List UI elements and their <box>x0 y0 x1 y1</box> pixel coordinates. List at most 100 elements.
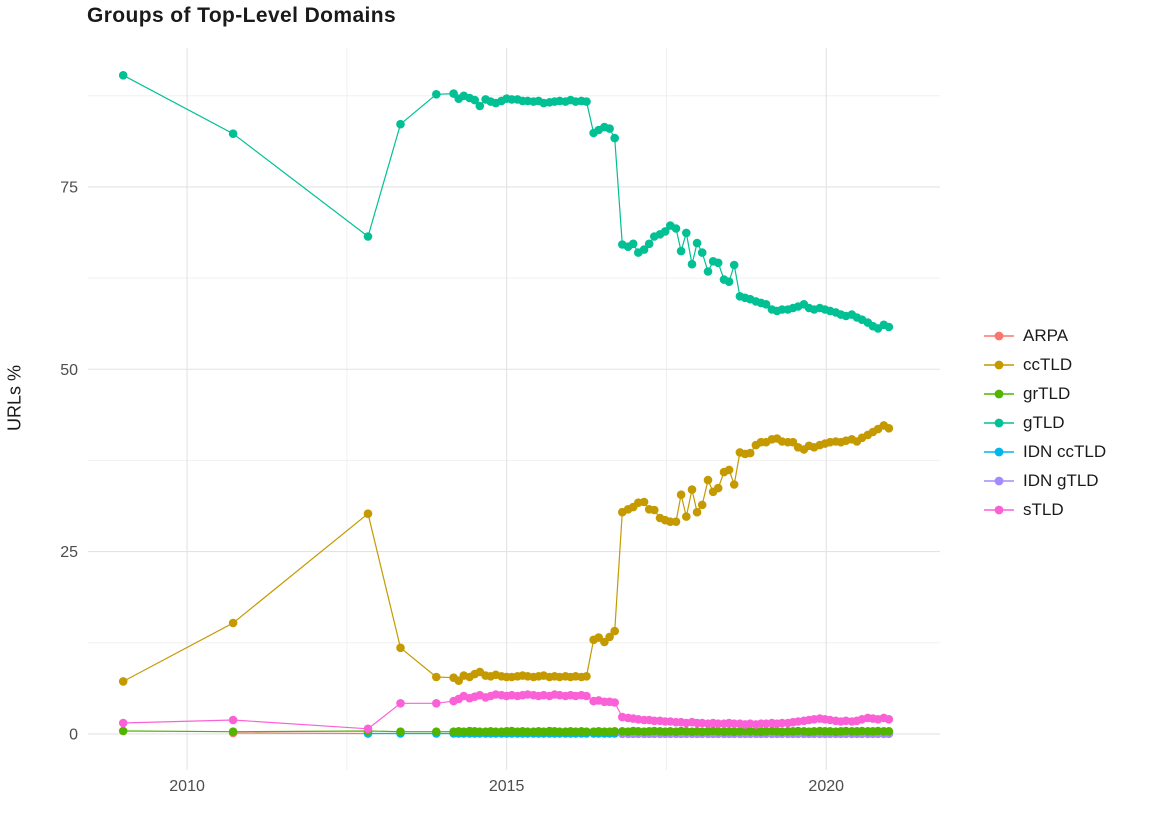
data-point-cctld <box>692 507 702 517</box>
data-point-cctld <box>687 485 697 494</box>
data-point-gtld <box>676 246 686 256</box>
data-point-gtld <box>671 224 681 233</box>
data-point-gtld <box>432 90 441 99</box>
y-tick-label: 75 <box>60 179 78 196</box>
data-point-grtld <box>432 727 441 736</box>
y-tick-label: 50 <box>60 362 78 379</box>
legend-item-grtld: grTLD <box>984 379 1106 408</box>
data-point-cctld <box>884 424 894 433</box>
legend-key-icon <box>984 360 1014 369</box>
series-gtld <box>118 71 894 333</box>
data-point-gtld <box>682 228 691 238</box>
legend-item-cctld: ccTLD <box>984 350 1106 379</box>
data-point-gtld <box>884 322 894 332</box>
series-stld <box>118 690 894 734</box>
data-point-grtld <box>118 726 128 736</box>
legend-label: ccTLD <box>1023 354 1073 374</box>
y-tick-labels: 0 25 50 75 <box>60 179 78 743</box>
data-point-stld <box>432 699 441 708</box>
data-point-cctld <box>228 618 238 628</box>
data-point-cctld <box>729 480 739 489</box>
data-point-gtld <box>639 245 649 254</box>
data-point-cctld <box>639 497 649 507</box>
data-point-gtld <box>660 227 670 236</box>
data-point-gtld <box>228 129 238 138</box>
data-point-gtld <box>687 259 697 269</box>
y-axis-title: URLs % <box>4 364 25 432</box>
data-point-stld <box>884 715 894 724</box>
legend-key-icon <box>984 447 1014 456</box>
series-grtld <box>118 726 894 736</box>
data-point-cctld <box>724 465 734 475</box>
data-point-cctld <box>363 509 373 518</box>
data-point-gtld <box>724 277 734 287</box>
legend-label: gTLD <box>1023 412 1065 432</box>
data-point-gtld <box>692 238 702 248</box>
data-point-cctld <box>650 505 659 515</box>
data-point-cctld <box>605 632 614 642</box>
legend-key-icon <box>984 418 1014 427</box>
legend: ARPA ccTLD grTLD gTLD IDN ccTLD IDN gTLD sTLD <box>984 321 1106 524</box>
data-point-gtld <box>644 239 654 249</box>
legend-item-gtld: gTLD <box>984 408 1106 437</box>
legend-label: ARPA <box>1023 325 1069 345</box>
data-point-gtld <box>697 248 707 257</box>
data-point-cctld <box>432 672 441 682</box>
data-point-gtld <box>475 101 485 111</box>
data-point-cctld <box>118 677 128 686</box>
legend-label: sTLD <box>1023 499 1064 519</box>
y-tick-label: 25 <box>60 544 78 561</box>
data-point-gtld <box>628 239 638 249</box>
data-point-gtld <box>729 260 739 270</box>
x-tick-label: 2020 <box>808 778 844 795</box>
data-point-grtld <box>582 727 591 736</box>
data-point-grtld <box>228 727 238 736</box>
data-point-gtld <box>470 95 480 105</box>
x-tick-labels: 2010 2015 2020 <box>169 778 844 795</box>
data-point-cctld <box>745 448 755 458</box>
data-point-stld <box>610 698 619 707</box>
data-point-gtld <box>605 124 614 133</box>
gridlines-major <box>88 48 940 770</box>
gridlines-minor <box>88 48 940 770</box>
legend-key-icon <box>984 389 1014 398</box>
y-tick-label: 0 <box>69 726 78 743</box>
data-point-stld <box>396 699 405 708</box>
legend-item-idn-gtld: IDN gTLD <box>984 466 1106 495</box>
legend-key-icon <box>984 505 1014 514</box>
series-arpa <box>228 728 373 738</box>
legend-item-idn-cctld: IDN ccTLD <box>984 437 1106 466</box>
data-point-grtld <box>396 727 405 736</box>
data-point-cctld <box>676 490 686 500</box>
legend-label: IDN gTLD <box>1023 470 1099 490</box>
legend-label: IDN ccTLD <box>1023 441 1107 461</box>
legend-item-arpa: ARPA <box>984 321 1106 350</box>
x-tick-label: 2010 <box>169 778 205 795</box>
data-point-cctld <box>703 475 713 485</box>
data-point-stld <box>228 715 238 725</box>
legend-label: grTLD <box>1023 383 1071 403</box>
data-point-cctld <box>610 626 619 636</box>
data-point-gtld <box>582 97 591 106</box>
data-point-gtld <box>761 300 771 309</box>
legend-key-icon <box>984 331 1014 340</box>
data-point-gtld <box>396 119 405 129</box>
data-point-cctld <box>713 483 723 493</box>
x-tick-label: 2015 <box>489 778 525 795</box>
data-point-stld <box>363 724 373 734</box>
data-point-grtld <box>884 727 894 736</box>
data-point-cctld <box>396 643 405 653</box>
data-point-cctld <box>582 672 591 681</box>
chart-title: Groups of Top-Level Domains <box>87 4 397 27</box>
data-point-grtld <box>610 727 619 736</box>
legend-item-stld: sTLD <box>984 495 1106 524</box>
data-point-stld <box>118 718 128 728</box>
data-point-gtld <box>713 258 723 268</box>
data-point-gtld <box>610 133 619 143</box>
data-point-cctld <box>671 517 681 526</box>
data-point-cctld <box>682 512 691 521</box>
legend-key-icon <box>984 476 1014 485</box>
data-point-stld <box>582 691 591 701</box>
